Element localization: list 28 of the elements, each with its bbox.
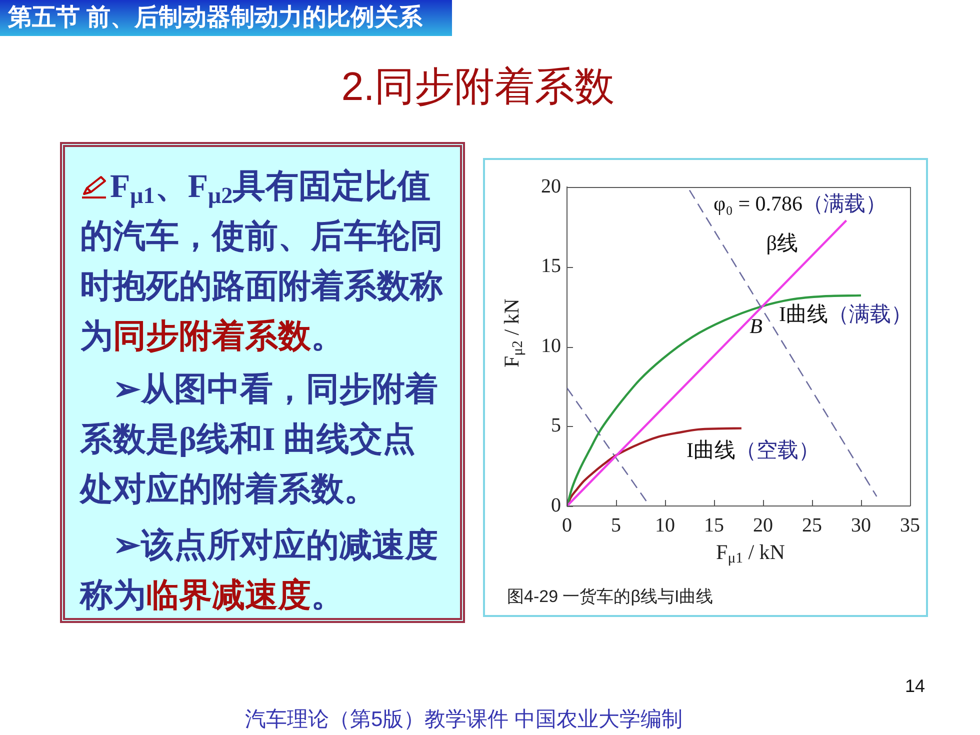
- text: 汽车理论（第5版）教学课件 中国农业大学编制: [245, 707, 683, 733]
- text: 14: [905, 676, 926, 697]
- text: ➢从图中看，同步附着系数是β线和I 曲线交点处对应的附着系数。: [80, 370, 439, 510]
- caption: 图4-29 一货车的β线与I曲线: [507, 586, 714, 608]
- x-tick-label: 5: [611, 514, 621, 536]
- text: 临界减速度: [146, 578, 311, 614]
- series-label: φ₀ = 0.786（满载）: [714, 192, 887, 216]
- series-label: I曲线（空载）: [686, 438, 820, 462]
- y-tick-label: 20: [541, 175, 561, 198]
- text: 第五节 前、后制动器制动力的比例关系: [0, 0, 452, 36]
- x-tick-label: 15: [704, 514, 724, 536]
- chart-title: 2.同步附着系数: [340, 64, 616, 111]
- y-tick-label: 5: [551, 414, 561, 436]
- text: 。: [311, 578, 344, 614]
- x-tick-label: 25: [802, 514, 822, 536]
- text: 。: [311, 319, 344, 355]
- x-tick-label: 20: [753, 514, 773, 536]
- x-axis-title: F$_{μ1}$ / kN: [716, 540, 785, 567]
- series-label: I曲线（满载）: [779, 302, 912, 326]
- y-tick-label: 0: [551, 494, 561, 516]
- y-tick-label: 10: [541, 334, 561, 357]
- text: 同步附着系数: [113, 319, 311, 355]
- x-tick-label: 30: [851, 514, 871, 536]
- y-tick-label: 15: [541, 255, 561, 277]
- x-tick-label: 35: [900, 514, 920, 536]
- x-tick-label: 10: [655, 514, 675, 536]
- annotation: B: [750, 314, 763, 338]
- series-label: β线: [766, 231, 798, 256]
